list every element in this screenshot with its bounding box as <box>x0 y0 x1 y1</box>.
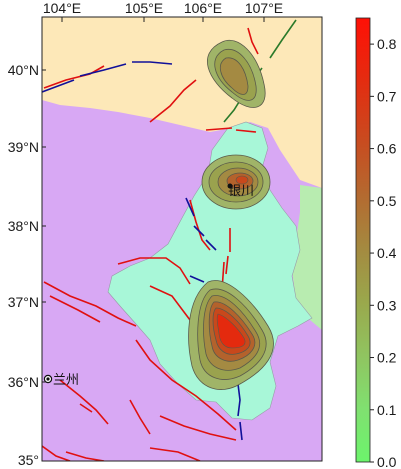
city-yinchuan: 银川 <box>227 183 254 199</box>
lat-tick-label: 39°N <box>8 139 39 155</box>
fault-line <box>149 285 191 321</box>
colorbar-tick-label: 0.1 <box>377 402 397 418</box>
blue-faults <box>42 61 243 441</box>
fault-line <box>79 403 93 413</box>
fault-line <box>135 339 237 431</box>
colorbar-tick-label: 0.5 <box>377 193 397 209</box>
fault-line <box>149 79 197 123</box>
lat-tick-label: 35° <box>18 452 39 468</box>
lon-tick-label: 104°E <box>43 0 81 16</box>
fault-line <box>189 275 205 283</box>
colorbar-tick-label: 0.2 <box>377 350 397 366</box>
lon-tick-label: 106°E <box>184 0 222 16</box>
fault-line <box>49 295 101 323</box>
fault-line <box>59 379 109 425</box>
fault-line <box>42 79 75 93</box>
fault-line <box>269 19 297 59</box>
east-region <box>292 185 322 330</box>
colorbar-gradient <box>355 17 371 463</box>
fault-line <box>129 399 151 435</box>
lat-tick-label: 38°N <box>8 218 39 234</box>
fault-line <box>132 61 173 65</box>
lon-tick-label: 107°E <box>245 0 283 16</box>
fault-line <box>193 225 205 237</box>
colorbar: 0.8 0.7 0.6 0.5 0.4 0.3 0.2 0.1 0.0 <box>355 17 397 469</box>
hazard-hotspot-south <box>188 280 274 390</box>
colorbar-tick-label: 0.6 <box>377 141 397 157</box>
lat-tick-label: 36°N <box>8 374 39 390</box>
west-region <box>42 112 128 255</box>
fault-line <box>149 447 201 461</box>
colorbar-tick-label: 0.7 <box>377 88 397 104</box>
map-area: 银川 <box>42 17 322 461</box>
fault-line <box>239 421 243 441</box>
fault-line <box>247 27 259 55</box>
map-frame <box>41 16 323 462</box>
lon-tick-label: 105°E <box>125 0 163 16</box>
fault-line <box>205 239 217 251</box>
fault-line <box>159 415 237 441</box>
hazard-hotspot-yinchuan <box>201 154 271 210</box>
hazard-hotspot-north <box>206 39 266 108</box>
lon-axis: 104°E 105°E 106°E 107°E <box>43 0 283 22</box>
colorbar-tick-label: 0.4 <box>377 245 397 261</box>
fault-line <box>42 445 71 461</box>
fault-line <box>205 127 233 131</box>
lat-tick-label: 37°N <box>8 294 39 310</box>
fault-line <box>117 257 191 285</box>
lat-tick-label: 40°N <box>8 62 39 78</box>
colorbar-tick-label: 0.0 <box>377 454 397 469</box>
fault-line <box>185 197 195 217</box>
fault-line <box>43 281 137 327</box>
fault-line <box>79 63 127 77</box>
city-lanzhou: 兰州 <box>43 373 79 388</box>
fault-line <box>237 383 241 417</box>
city-label-yinchuan: 银川 <box>228 184 254 199</box>
colorbar-tick-label: 0.8 <box>377 36 397 52</box>
city-label-lanzhou: 兰州 <box>53 373 79 388</box>
fault-line <box>225 255 229 275</box>
fault-line <box>235 129 257 133</box>
fault-line <box>65 451 105 461</box>
colorbar-tick-label: 0.3 <box>377 297 397 313</box>
fault-line <box>43 65 105 89</box>
lat-axis: 40°N 39°N 38°N 37°N 36°N 35° <box>8 62 46 468</box>
